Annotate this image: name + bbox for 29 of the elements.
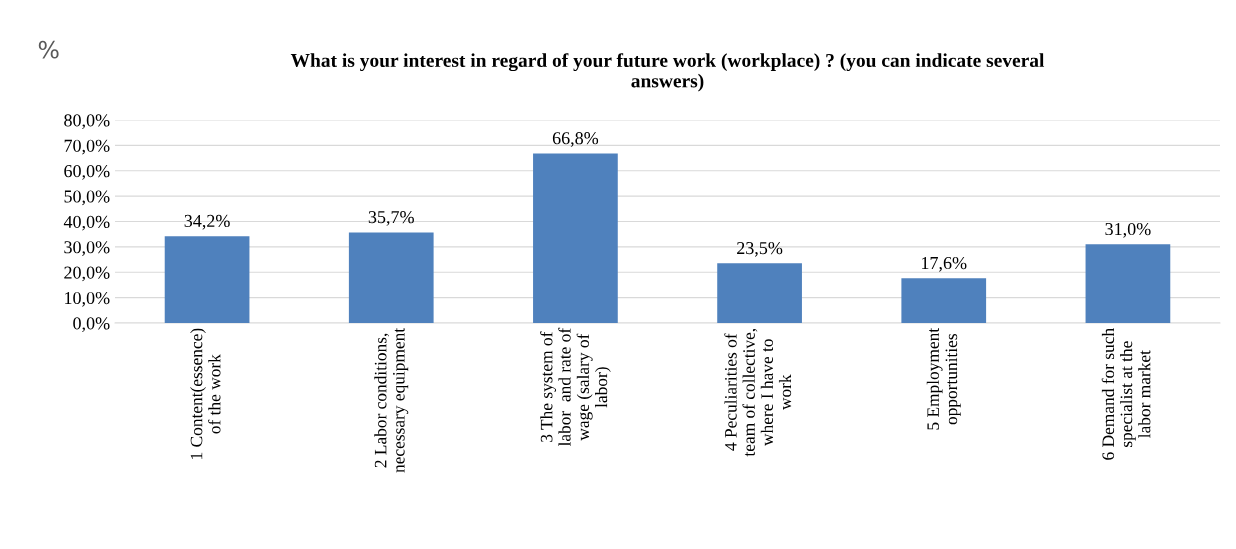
y-tick-label: 20,0% [64,266,110,282]
y-tick-label: 0,0% [73,317,110,333]
x-tick-label: 2 Labor conditions, necessary equipment [374,327,409,473]
y-tick-label: 10,0% [65,291,110,307]
bar [901,278,987,323]
y-tick-label: 40,0% [63,215,110,231]
x-tick-label: 6 Demand for such specialist at the labor market [1101,328,1151,460]
y-tick-label: 50,0% [64,190,110,206]
data-label: 23,5% [737,241,783,257]
data-label: 35,7% [368,211,414,226]
y-axis-title: % [38,40,59,59]
data-label: 31,0% [1105,222,1151,238]
bar [533,153,618,323]
bar [717,263,802,323]
data-label: 17,6% [922,256,967,272]
bar [1085,244,1171,323]
chart-title: What is your interest in regard of your future work (workplace) ? (you can indicate several answers) [290,53,1045,92]
x-tick-label: 1 Content(essence) of the work [190,328,221,459]
data-label: 66,8% [552,132,599,147]
bar [164,236,250,323]
x-tick-label: 4 Peculiarities of team of collective, where I have to work [724,328,792,457]
y-tick-label: 70,0% [64,139,110,155]
y-tick-label: 60,0% [64,165,110,180]
bar [348,232,434,323]
x-tick-label: 3 The system of labor and rate of wage (salary of labor) [540,327,611,447]
x-tick-label: 5 Employment opportunities [926,327,961,430]
y-tick-label: 80,0% [64,114,110,130]
y-tick-label: 30,0% [64,241,110,256]
data-label: 34,2% [184,214,230,230]
